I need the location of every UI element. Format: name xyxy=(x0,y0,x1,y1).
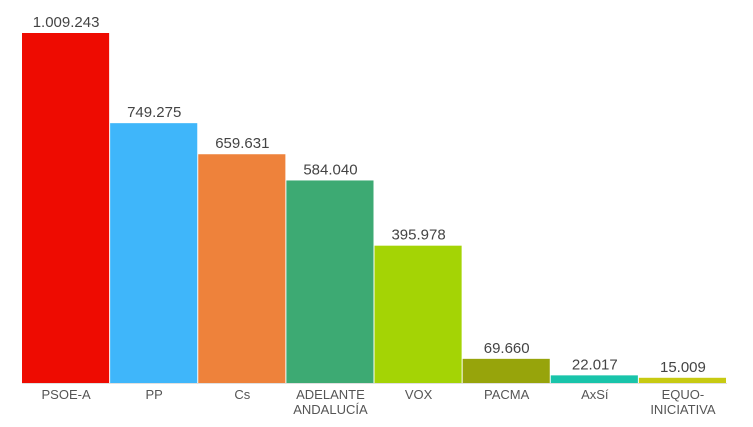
category-label-line: PP xyxy=(146,387,163,402)
value-label-3: 584.040 xyxy=(303,161,357,178)
category-label-line: Cs xyxy=(234,387,250,402)
category-label-0: PSOE-A xyxy=(41,387,90,402)
value-label-7: 15.009 xyxy=(660,359,706,376)
category-label-1: PP xyxy=(146,387,163,402)
category-label-7: EQUO-INICIATIVA xyxy=(650,387,716,417)
category-label-2: Cs xyxy=(234,387,250,402)
category-label-line: EQUO- xyxy=(662,387,705,402)
category-labels-group: PSOE-A PP Cs ADELANTE ANDALUCÍA VOX PACMA AxSí E… xyxy=(41,387,715,417)
category-label-line: ANDALUCÍA xyxy=(293,402,368,417)
category-label-line: AxSí xyxy=(581,387,609,402)
bar-6 xyxy=(550,375,638,383)
category-label-3: ADELANTE ANDALUCÍA xyxy=(293,387,368,417)
value-label-4: 395.978 xyxy=(391,227,445,244)
bar-0 xyxy=(22,33,110,383)
category-label-5: PACMA xyxy=(484,387,530,402)
value-label-0: 1.009.243 xyxy=(33,14,100,31)
bar-4 xyxy=(374,245,462,383)
category-label-line: VOX xyxy=(405,387,433,402)
value-label-6: 22.017 xyxy=(572,356,618,373)
bar-1 xyxy=(110,123,198,383)
category-label-6: AxSí xyxy=(581,387,609,402)
value-label-1: 749.275 xyxy=(127,104,181,121)
category-label-line: PSOE-A xyxy=(41,387,90,402)
category-label-4: VOX xyxy=(405,387,433,402)
value-labels-group: 1.009.243 749.275 659.631 584.040 395.978 69.… xyxy=(33,14,706,376)
bar-3 xyxy=(286,180,374,383)
bars-group xyxy=(22,33,727,383)
bar-5 xyxy=(462,358,550,383)
category-label-line: INICIATIVA xyxy=(650,402,716,417)
value-label-2: 659.631 xyxy=(215,135,269,152)
category-label-line: PACMA xyxy=(484,387,530,402)
value-label-5: 69.660 xyxy=(484,340,530,357)
bar-2 xyxy=(198,154,286,383)
bar-7 xyxy=(638,377,727,383)
category-label-line: ADELANTE xyxy=(296,387,365,402)
